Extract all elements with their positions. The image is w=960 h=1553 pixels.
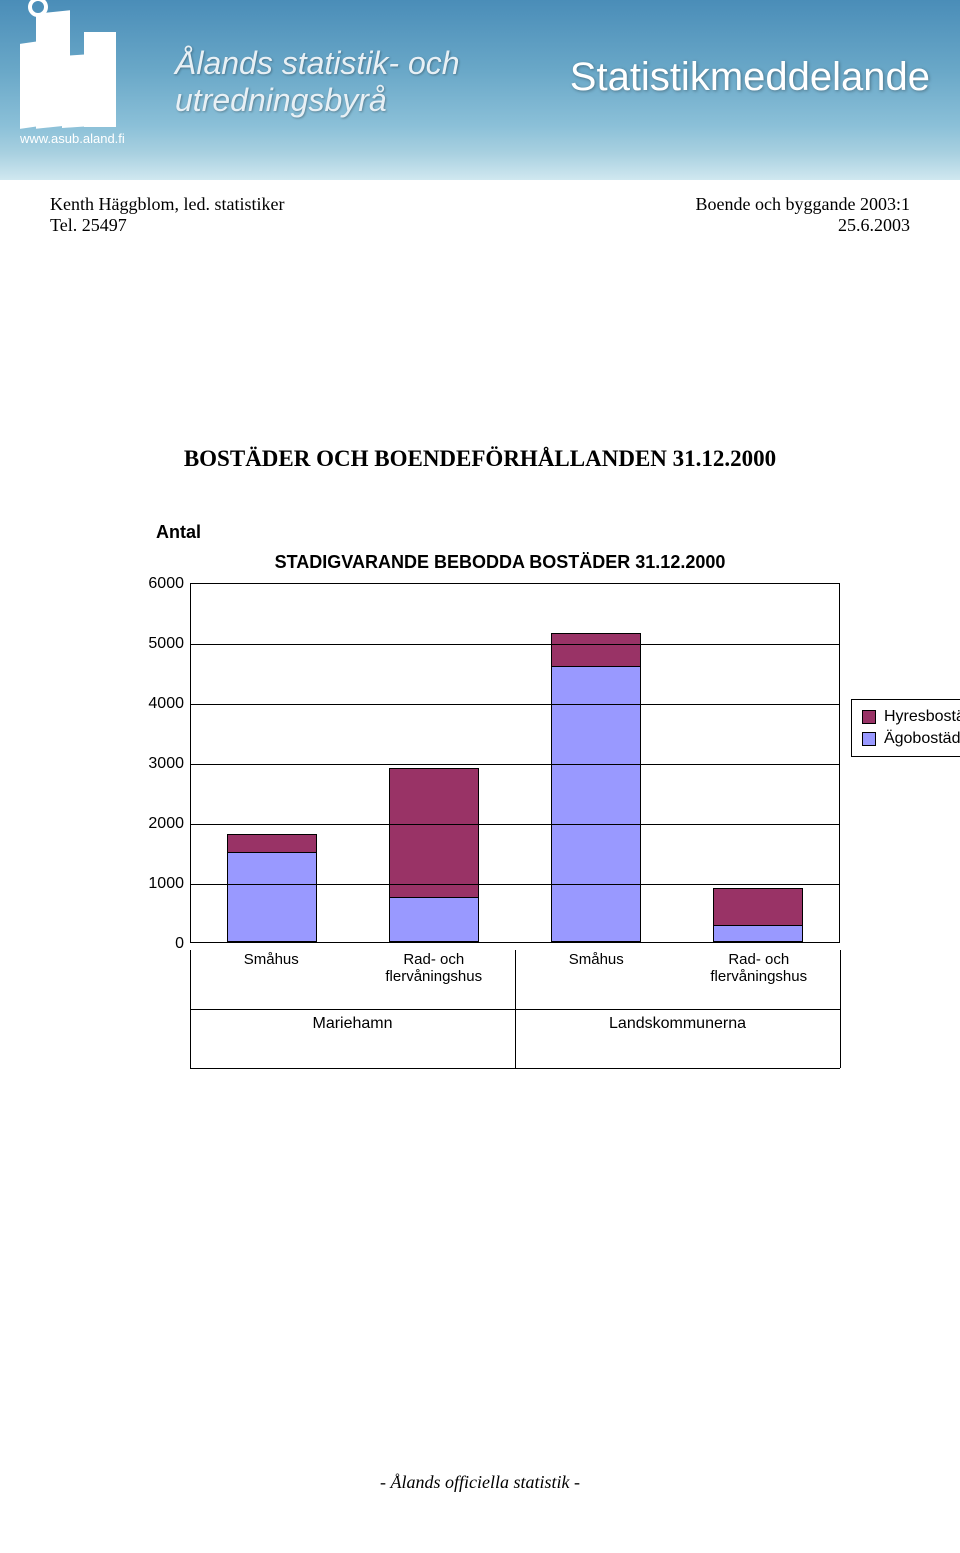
x-tick-label: Rad- och flervåningshus	[704, 951, 814, 985]
group-underline-bottom	[190, 1068, 840, 1069]
bar-segment	[551, 633, 641, 666]
author: Kenth Häggblom, led. statistiker	[50, 194, 284, 215]
subject: Boende och byggande 2003:1	[696, 194, 910, 215]
grid-line	[191, 824, 839, 825]
header-banner: www.asub.aland.fi Ålands statistik- och …	[0, 0, 960, 180]
y-tick: 3000	[136, 755, 184, 773]
grid-line	[191, 644, 839, 645]
bar-column	[713, 888, 803, 942]
group-underline	[190, 1009, 840, 1010]
y-tick: 5000	[136, 635, 184, 653]
banner-right-title: Statistikmeddelande	[570, 55, 930, 100]
group-label: Landskommunerna	[515, 1015, 840, 1033]
org-name: Ålands statistik- och utredningsbyrå	[175, 45, 460, 119]
bars-row	[191, 584, 839, 942]
legend-swatch	[862, 732, 876, 746]
bar-segment	[713, 888, 803, 925]
date: 25.6.2003	[696, 215, 910, 236]
legend-item: Ägobostäder	[862, 728, 960, 750]
org-name-line1: Ålands statistik- och	[175, 45, 460, 81]
x-tick-label: Rad- och flervåningshus	[379, 951, 489, 985]
chart-title: STADIGVARANDE BEBODDA BOSTÄDER 31.12.200…	[160, 552, 840, 573]
bar-segment	[713, 925, 803, 942]
footer: - Ålands officiella statistik -	[0, 1472, 960, 1493]
group-label: Mariehamn	[190, 1015, 515, 1033]
logo-url: www.asub.aland.fi	[20, 131, 150, 146]
grid-line	[191, 764, 839, 765]
legend-item: Hyresbostäder	[862, 706, 960, 728]
y-tick: 4000	[136, 695, 184, 713]
logo-bars-icon	[20, 12, 120, 127]
bar-segment	[551, 666, 641, 942]
page-title: BOSTÄDER OCH BOENDEFÖRHÅLLANDEN 31.12.20…	[0, 446, 960, 472]
asub-logo: www.asub.aland.fi	[20, 12, 150, 167]
legend: Hyresbostäder Ägobostäder	[851, 699, 960, 757]
bar-segment	[389, 768, 479, 897]
meta-row: Kenth Häggblom, led. statistiker Tel. 25…	[0, 180, 960, 236]
org-name-line2: utredningsbyrå	[175, 82, 387, 118]
grid-line	[191, 704, 839, 705]
bar-segment	[227, 834, 317, 852]
phone: Tel. 25497	[50, 215, 284, 236]
meta-left: Kenth Häggblom, led. statistiker Tel. 25…	[50, 194, 284, 236]
y-axis-label: Antal	[156, 522, 201, 543]
meta-right: Boende och byggande 2003:1 25.6.2003	[696, 194, 910, 236]
y-tick: 2000	[136, 815, 184, 833]
bar-segment	[227, 852, 317, 942]
y-tick: 6000	[136, 575, 184, 593]
y-tick: 1000	[136, 875, 184, 893]
legend-label: Hyresbostäder	[884, 708, 960, 726]
x-tick-label: Småhus	[541, 951, 651, 985]
group-separator	[840, 950, 841, 1068]
y-tick: 0	[136, 935, 184, 953]
chart-container: Antal STADIGVARANDE BEBODDA BOSTÄDER 31.…	[120, 552, 840, 1033]
plot-area: HyresbostäderÄgobostäder 010002000300040…	[190, 583, 840, 943]
bar-segment	[389, 897, 479, 942]
bar-column	[389, 768, 479, 942]
x-tick-label: Småhus	[216, 951, 326, 985]
bar-column	[551, 633, 641, 942]
grid-line	[191, 884, 839, 885]
legend-swatch	[862, 710, 876, 724]
bar-column	[227, 834, 317, 942]
legend-label: Ägobostäder	[884, 730, 960, 748]
